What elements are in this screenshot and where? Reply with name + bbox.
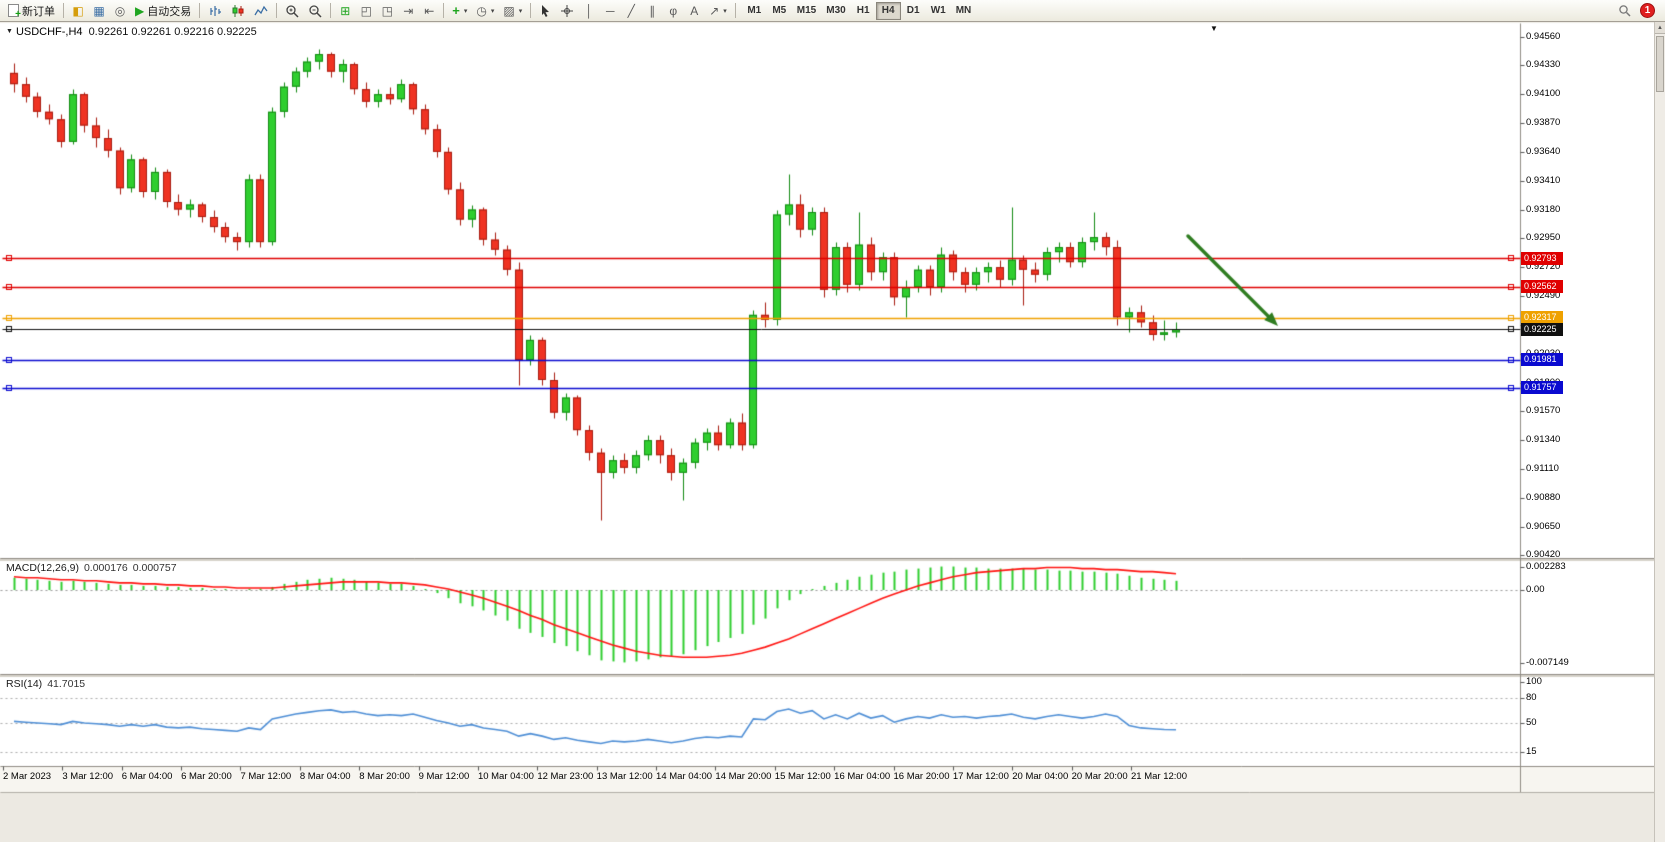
horizontal-line-button[interactable]: ─ (600, 1, 620, 20)
text-icon: A (690, 3, 699, 18)
auto-trading-label: 自动交易 (147, 5, 192, 18)
trendline-icon: ╱ (627, 3, 635, 18)
market-watch-icon: ▦ (93, 3, 105, 18)
timeframe-m5[interactable]: M5 (767, 2, 792, 20)
bar-chart-button[interactable] (204, 1, 226, 20)
toolbar: 新订单 ◧ ▦ ◎ ▶ 自动交易 ⊞ ◰ ◳ ⇥ ⇤ (0, 0, 1665, 22)
text-button[interactable]: A (684, 1, 704, 20)
zoom-in-icon (286, 4, 299, 18)
auto-scroll-button[interactable]: ⇥ (398, 1, 418, 20)
timeframe-m15[interactable]: M15 (792, 2, 821, 20)
toolbar-separator (734, 3, 736, 18)
zoom-out-button[interactable] (304, 1, 326, 20)
indicators-button[interactable]: + ▾ (448, 1, 471, 20)
timeframe-w1[interactable]: W1 (926, 2, 951, 20)
charts-icon: ◧ (72, 3, 84, 18)
cascade-windows-button[interactable]: ◰ (356, 1, 376, 20)
candlestick-chart-icon (232, 4, 244, 17)
arrows-button[interactable]: ↗ ▾ (705, 1, 731, 20)
toolbar-separator (63, 3, 64, 18)
scrollbar-thumb[interactable] (1656, 36, 1664, 92)
vertical-line-icon: │ (585, 3, 593, 18)
new-order-label: 新订单 (22, 5, 55, 18)
toolbar-separator (443, 3, 445, 18)
candlestick-chart-button[interactable] (227, 1, 249, 20)
timeframe-d1[interactable]: D1 (901, 2, 926, 20)
vertical-scrollbar[interactable]: ▲ (1654, 22, 1665, 842)
auto-trading-button[interactable]: ▶ 自动交易 (131, 1, 195, 20)
timeframe-h1[interactable]: H1 (851, 2, 876, 20)
cascade-windows-icon: ◰ (360, 3, 372, 18)
periods-button[interactable]: ◷ ▾ (472, 1, 498, 20)
arrange-windows-icon: ◳ (381, 3, 393, 18)
chart-shift-marker[interactable]: ▼ (1210, 24, 1218, 33)
channel-icon: ∥ (649, 3, 656, 18)
auto-trading-icon: ▶ (135, 3, 145, 18)
horizontal-line-icon: ─ (605, 3, 615, 18)
indicators-icon: + (452, 3, 460, 18)
cursor-button[interactable] (535, 1, 555, 20)
zoom-in-button[interactable] (281, 1, 303, 20)
search-icon (1619, 5, 1631, 17)
timeframe-m30[interactable]: M30 (821, 2, 850, 20)
navigator-icon: ◎ (114, 3, 126, 18)
toolbar-separator (199, 3, 201, 18)
crosshair-icon (561, 4, 574, 17)
chevron-down-icon: ▾ (518, 7, 523, 15)
trendline-button[interactable]: ╱ (621, 1, 641, 20)
chevron-down-icon: ▾ (463, 7, 468, 15)
periods-icon: ◷ (476, 3, 487, 18)
fibonacci-icon: φ (669, 3, 678, 18)
timeframe-m1[interactable]: M1 (742, 2, 767, 20)
timeframe-group: M1 M5 M15 M30 H1 H4 D1 W1 MN (742, 1, 977, 20)
chart-canvas[interactable] (0, 22, 1665, 842)
templates-button[interactable]: ▨ ▾ (499, 1, 526, 20)
line-chart-button[interactable] (250, 1, 272, 20)
vertical-line-button[interactable]: │ (579, 1, 599, 20)
scroll-up-icon[interactable]: ▲ (1655, 22, 1665, 34)
notification-badge[interactable]: 1 (1640, 3, 1655, 18)
timeframe-h4[interactable]: H4 (875, 1, 901, 20)
zoom-out-icon (309, 4, 322, 18)
timeframe-mn[interactable]: MN (951, 2, 977, 20)
market-watch-button[interactable]: ▦ (89, 1, 109, 20)
charts-button[interactable]: ◧ (68, 1, 88, 20)
toolbar-separator (276, 3, 278, 18)
tile-windows-button[interactable]: ⊞ (335, 1, 355, 20)
crosshair-button[interactable] (556, 1, 578, 20)
auto-scroll-icon: ⇥ (403, 3, 414, 18)
bar-chart-icon (210, 5, 222, 16)
arrange-windows-button[interactable]: ◳ (377, 1, 397, 20)
new-order-icon (8, 4, 21, 20)
chart-shift-button[interactable]: ⇤ (419, 1, 439, 20)
search-button[interactable] (1614, 1, 1635, 20)
channel-button[interactable]: ∥ (642, 1, 662, 20)
toolbar-separator (330, 3, 332, 18)
arrow-tool-icon: ↗ (709, 3, 720, 18)
line-chart-icon (254, 5, 268, 15)
tile-windows-icon: ⊞ (340, 3, 351, 18)
fibonacci-button[interactable]: φ (663, 1, 683, 20)
chart-shift-icon: ⇤ (424, 3, 435, 18)
chevron-down-icon: ▾ (723, 7, 727, 15)
chevron-down-icon: ▾ (490, 7, 495, 15)
navigator-button[interactable]: ◎ (110, 1, 130, 20)
templates-icon: ▨ (503, 3, 515, 18)
new-order-button[interactable]: 新订单 (4, 1, 59, 20)
toolbar-separator (530, 3, 532, 18)
cursor-icon (542, 4, 550, 17)
